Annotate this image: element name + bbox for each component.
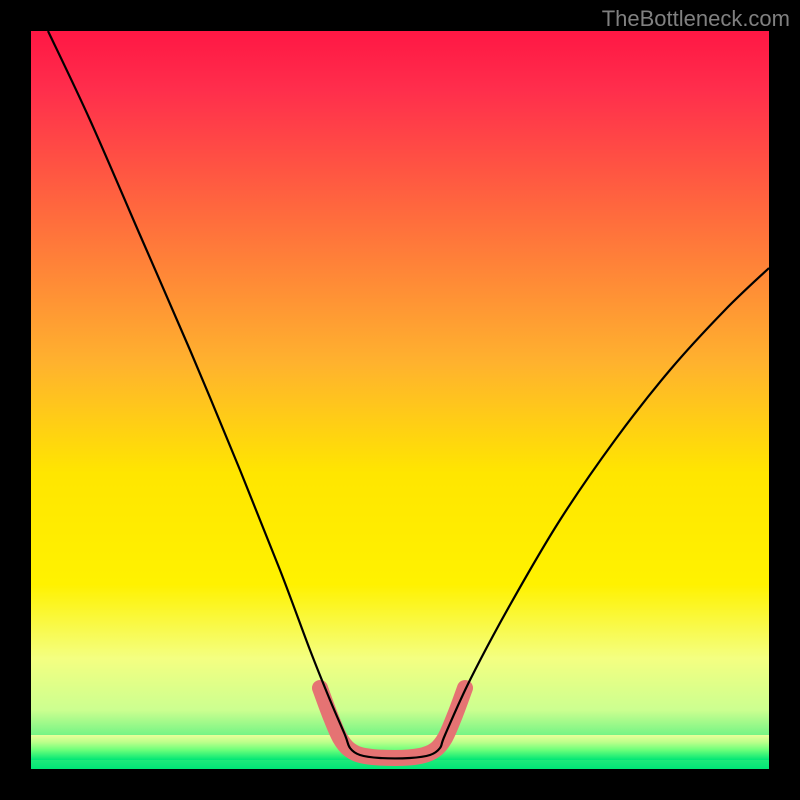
bottleneck-plot xyxy=(0,0,800,800)
plot-gradient-bg xyxy=(31,31,769,769)
watermark-label: TheBottleneck.com xyxy=(602,6,790,32)
chart-container: TheBottleneck.com xyxy=(0,0,800,800)
